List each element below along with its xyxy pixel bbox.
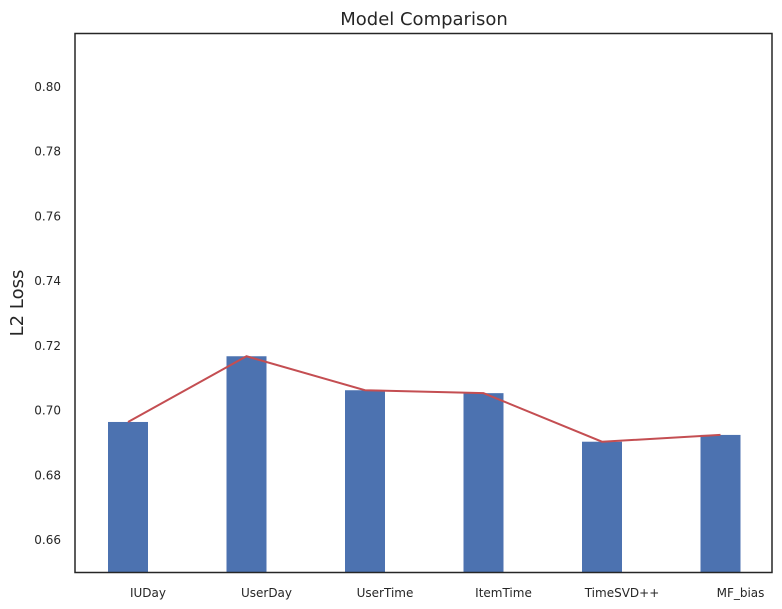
y-axis-label: L2 Loss (7, 270, 28, 337)
bar-usertime (345, 390, 385, 573)
bar-mf-bias (700, 434, 741, 573)
bar-userday (226, 356, 267, 573)
x-ticks-group: IUDay UserDay UserTime ItemTime TimeSVD++ MF_… (130, 586, 764, 600)
y-tick-label: 0.76 (34, 209, 61, 223)
y-tick-label: 0.74 (34, 274, 61, 288)
plot-frame (74, 32, 773, 574)
y-tick-label: 0.70 (34, 404, 61, 418)
chart-title: Model Comparison (340, 9, 508, 30)
y-ticks-group: 0.66 0.68 0.70 0.72 0.74 0.76 0.78 0.80 (34, 80, 61, 547)
y-tick-label: 0.66 (34, 533, 61, 547)
series-line (127, 355, 721, 443)
y-tick-label: 0.80 (34, 80, 61, 94)
line-group (127, 355, 721, 443)
x-tick-label: UserDay (241, 586, 292, 600)
x-tick-label: TimeSVD++ (584, 586, 660, 600)
x-tick-label: IUDay (130, 586, 166, 600)
x-tick-label: MF_bias (717, 586, 765, 600)
bar-itemtime (463, 393, 504, 573)
x-tick-label: UserTime (357, 586, 414, 600)
y-tick-label: 0.78 (34, 145, 61, 159)
y-tick-label: 0.68 (34, 468, 61, 482)
bar-iuday (108, 421, 148, 573)
bar-timesvd- (582, 441, 622, 573)
y-tick-label: 0.72 (34, 339, 61, 353)
x-tick-label: ItemTime (475, 586, 532, 600)
bars-group (108, 356, 741, 573)
